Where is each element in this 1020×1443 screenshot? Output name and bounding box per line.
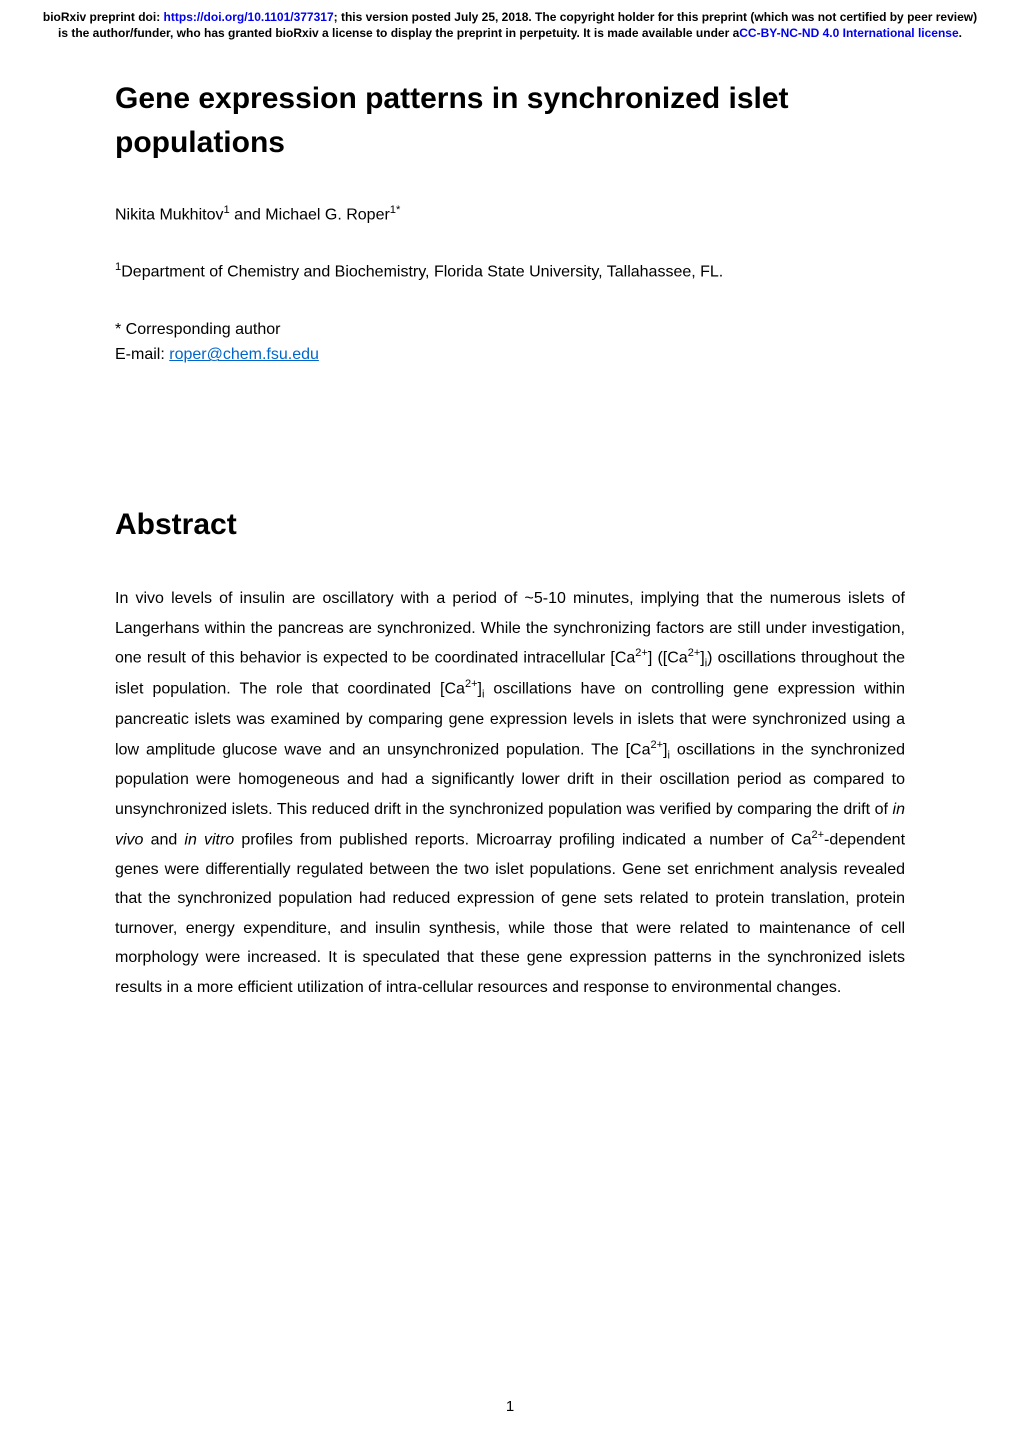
doi-link[interactable]: https://doi.org/10.1101/377317 xyxy=(164,10,334,24)
abstract-body: In vivo levels of insulin are oscillator… xyxy=(115,584,905,1002)
banner-end: . xyxy=(959,26,962,40)
corresponding-email-line: E-mail: roper@chem.fsu.edu xyxy=(115,342,905,368)
corresponding-author-block: * Corresponding author E-mail: roper@che… xyxy=(115,317,905,368)
email-label: E-mail: xyxy=(115,346,169,363)
abstract-heading: Abstract xyxy=(115,508,905,542)
license-link[interactable]: CC-BY-NC-ND 4.0 International license xyxy=(739,26,958,40)
corresponding-label: * Corresponding author xyxy=(115,317,905,343)
page-number: 1 xyxy=(0,1398,1020,1415)
authors-line: Nikita Mukhitov1 and Michael G. Roper1* xyxy=(115,204,905,224)
affiliation-line: 1Department of Chemistry and Biochemistr… xyxy=(115,261,905,281)
banner-prefix: bioRxiv preprint doi: xyxy=(43,10,164,24)
preprint-banner: bioRxiv preprint doi: https://doi.org/10… xyxy=(0,0,1020,47)
paper-content: Gene expression patterns in synchronized… xyxy=(0,47,1020,1042)
corresponding-email-link[interactable]: roper@chem.fsu.edu xyxy=(169,346,319,363)
paper-title: Gene expression patterns in synchronized… xyxy=(115,77,905,164)
